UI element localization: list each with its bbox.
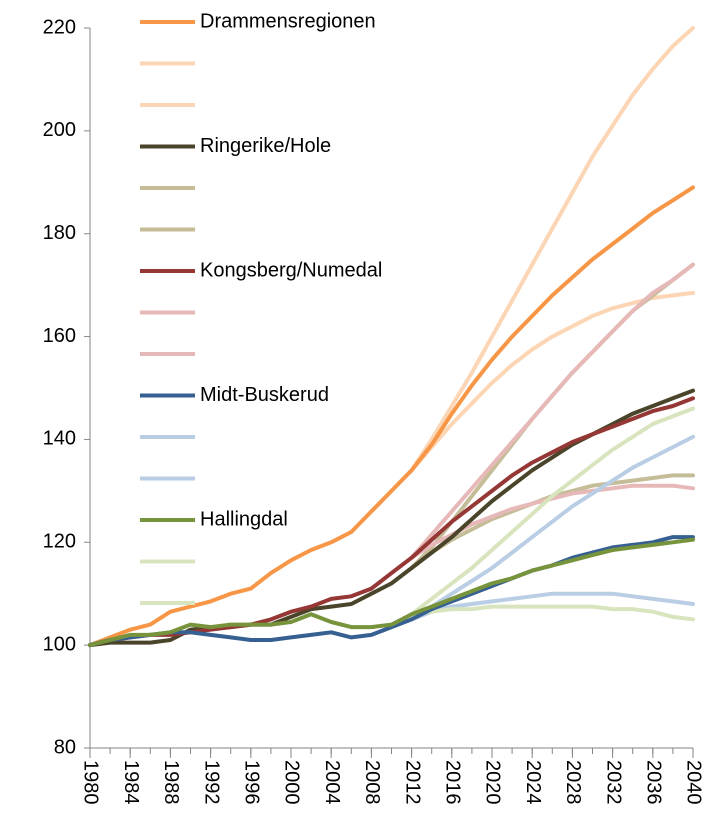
- x-tick-label: 2020: [482, 760, 504, 805]
- x-tick-label: 2032: [602, 760, 624, 805]
- series-line: [409, 591, 695, 622]
- x-tick-label: 2024: [522, 760, 544, 805]
- legend-label: Drammensregionen: [200, 10, 376, 32]
- y-tick-label: 160: [43, 325, 76, 347]
- y-tick-label: 120: [43, 531, 76, 553]
- y-tick-label: 100: [43, 633, 76, 655]
- legend-label: Ringerike/Hole: [200, 135, 331, 157]
- y-tick-label: 80: [54, 736, 76, 758]
- x-tick-label: 2016: [442, 760, 464, 805]
- series-line: [409, 406, 695, 617]
- x-tick-label: 2000: [281, 760, 303, 805]
- legend-label: Midt-Buskerud: [200, 384, 329, 406]
- series-line: [409, 434, 695, 622]
- series-line: [409, 26, 695, 473]
- y-tick-label: 220: [43, 16, 76, 38]
- x-tick-label: 2028: [562, 760, 584, 805]
- series-line: [88, 535, 695, 648]
- legend-label: Hallingdal: [200, 508, 288, 530]
- x-tick-label: 2040: [683, 760, 705, 805]
- x-tick-label: 2012: [401, 760, 423, 805]
- series-line: [88, 537, 695, 648]
- series-line: [409, 290, 695, 473]
- y-tick-label: 180: [43, 222, 76, 244]
- x-tick-label: 1988: [160, 760, 182, 805]
- x-tick-label: 2008: [361, 760, 383, 805]
- x-tick-label: 1992: [200, 760, 222, 805]
- y-tick-label: 140: [43, 428, 76, 450]
- x-tick-label: 1984: [120, 760, 142, 805]
- series-line: [88, 185, 695, 648]
- y-tick-label: 200: [43, 119, 76, 141]
- x-tick-label: 1980: [80, 760, 102, 805]
- series-line: [409, 604, 695, 622]
- x-tick-label: 2004: [321, 760, 343, 805]
- x-tick-label: 2036: [643, 760, 665, 805]
- x-tick-label: 1996: [241, 760, 263, 805]
- series-line: [409, 262, 695, 560]
- legend-label: Kongsberg/Numedal: [200, 259, 382, 281]
